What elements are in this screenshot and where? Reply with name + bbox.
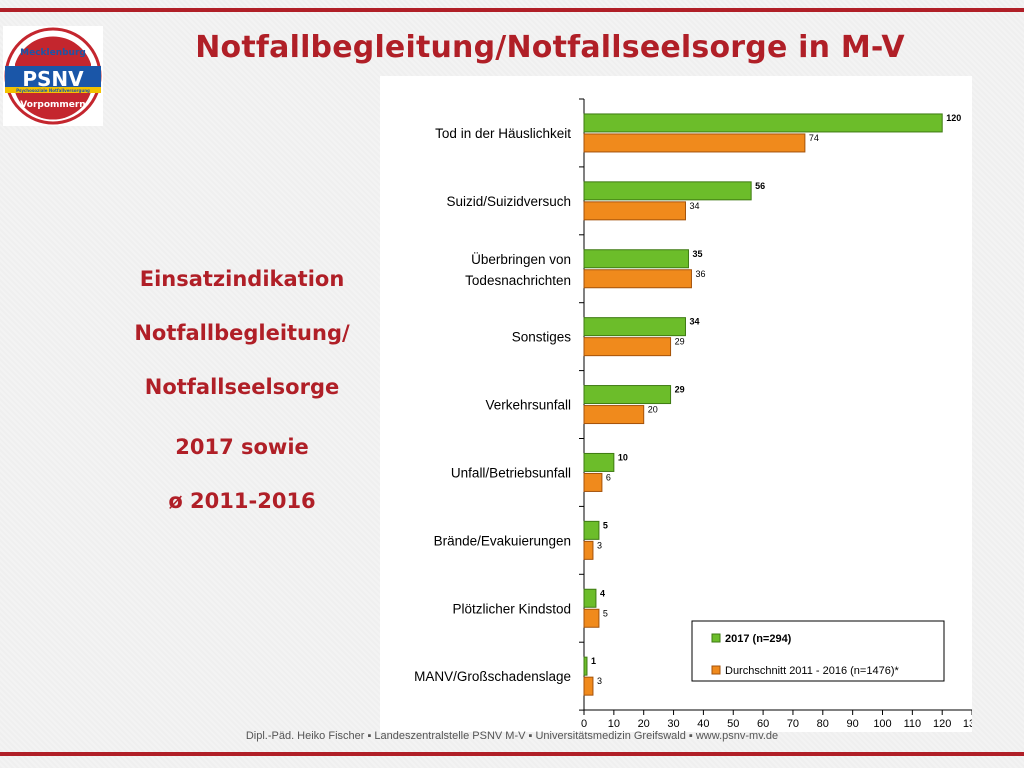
- data-label: 6: [606, 472, 611, 482]
- data-label: 34: [689, 201, 699, 211]
- bar-2017: [583, 385, 672, 405]
- data-label: 20: [648, 405, 658, 415]
- svg-text:Psychosoziale Notfallversorgun: Psychosoziale Notfallversorgung: [16, 88, 90, 93]
- x-tick-label: 70: [787, 718, 799, 730]
- bar-2017: [583, 452, 615, 472]
- x-tick-label: 10: [608, 718, 620, 730]
- legend-label: 2017 (n=294): [725, 633, 792, 645]
- bar-average: [583, 269, 692, 289]
- legend-swatch: [711, 665, 721, 675]
- data-label: 5: [603, 520, 608, 530]
- bar-average: [583, 608, 600, 628]
- bar-average: [583, 133, 806, 153]
- data-label: 4: [600, 588, 605, 598]
- x-tick-label: 100: [873, 718, 891, 730]
- side-caption-line: ø 2011-2016: [168, 489, 316, 513]
- x-tick-label: 40: [697, 718, 709, 730]
- data-label: 1: [591, 656, 596, 666]
- data-label: 10: [618, 452, 628, 462]
- data-label: 35: [692, 249, 702, 259]
- data-label: 36: [695, 269, 705, 279]
- x-tick-label: 110: [904, 718, 922, 730]
- psnv-logo-graphic: Mecklenburg PSNV Psychosoziale Notfallve…: [4, 27, 102, 125]
- category-label: Tod in der Häuslichkeit: [435, 126, 571, 141]
- category-label: Unfall/Betriebsunfall: [451, 465, 571, 480]
- bar-2017: [583, 317, 686, 337]
- data-label: 56: [755, 181, 765, 191]
- x-tick-label: 80: [817, 718, 829, 730]
- legend-swatch: [711, 633, 721, 643]
- bar-2017: [583, 520, 600, 540]
- data-label: 3: [597, 676, 602, 686]
- svg-text:PSNV: PSNV: [22, 67, 84, 91]
- x-tick-label: 130: [963, 718, 972, 730]
- data-label: 29: [675, 337, 685, 347]
- x-tick-label: 50: [727, 718, 739, 730]
- category-label: Brände/Evakuierungen: [434, 533, 571, 548]
- side-caption-line: 2017 sowie: [175, 435, 309, 459]
- bar-average: [583, 405, 645, 425]
- svg-text:Mecklenburg: Mecklenburg: [20, 48, 86, 58]
- psnv-logo: Mecklenburg PSNV Psychosoziale Notfallve…: [3, 26, 103, 126]
- category-label: MANV/Großschadenslage: [414, 669, 571, 684]
- chart-panel: 0102030405060708090100110120130Tod in de…: [380, 76, 972, 732]
- category-label: Überbringen von: [471, 252, 571, 267]
- category-label: Verkehrsunfall: [485, 398, 571, 413]
- page-title: Notfallbegleitung/Notfallseelsorge in M-…: [195, 30, 905, 65]
- x-tick-label: 120: [933, 718, 951, 730]
- category-label: Todesnachrichten: [465, 273, 571, 288]
- footer-text: Dipl.-Päd. Heiko Fischer ▪ Landeszentral…: [245, 730, 779, 742]
- top-rule: [0, 8, 1024, 12]
- data-label: 34: [689, 317, 699, 327]
- side-caption-line: Notfallseelsorge: [144, 375, 340, 399]
- bar-average: [583, 540, 594, 560]
- data-label: 74: [809, 133, 819, 143]
- x-tick-label: 0: [581, 718, 587, 730]
- x-tick-label: 30: [667, 718, 679, 730]
- bar-average: [583, 201, 686, 221]
- bottom-rule: [0, 752, 1024, 756]
- bar-2017: [583, 113, 943, 133]
- bar-2017: [583, 249, 689, 269]
- data-label: 5: [603, 608, 608, 618]
- bar-2017: [583, 588, 597, 608]
- bar-average: [583, 472, 603, 492]
- side-caption-line: Notfallbegleitung/: [134, 321, 350, 345]
- bar-average: [583, 337, 672, 357]
- data-label: 3: [597, 540, 602, 550]
- side-caption: Einsatzindikation Notfallbegleitung/ Not…: [100, 262, 384, 538]
- category-label: Sonstiges: [512, 330, 572, 345]
- category-label: Plötzlicher Kindstod: [452, 601, 571, 616]
- x-tick-label: 20: [638, 718, 650, 730]
- legend-label: Durchschnitt 2011 - 2016 (n=1476)*: [725, 665, 899, 677]
- x-tick-label: 90: [847, 718, 859, 730]
- svg-text:Vorpommern: Vorpommern: [20, 100, 85, 110]
- category-label: Suizid/Suizidversuch: [446, 194, 571, 209]
- x-tick-label: 60: [757, 718, 769, 730]
- bar-average: [583, 676, 594, 696]
- data-label: 120: [946, 113, 961, 123]
- legend-box: [691, 620, 945, 682]
- bar-chart: 0102030405060708090100110120130Tod in de…: [414, 98, 972, 730]
- data-label: 29: [675, 385, 685, 395]
- bar-2017: [583, 656, 588, 676]
- side-caption-line: Einsatzindikation: [139, 267, 345, 291]
- bar-2017: [583, 181, 752, 201]
